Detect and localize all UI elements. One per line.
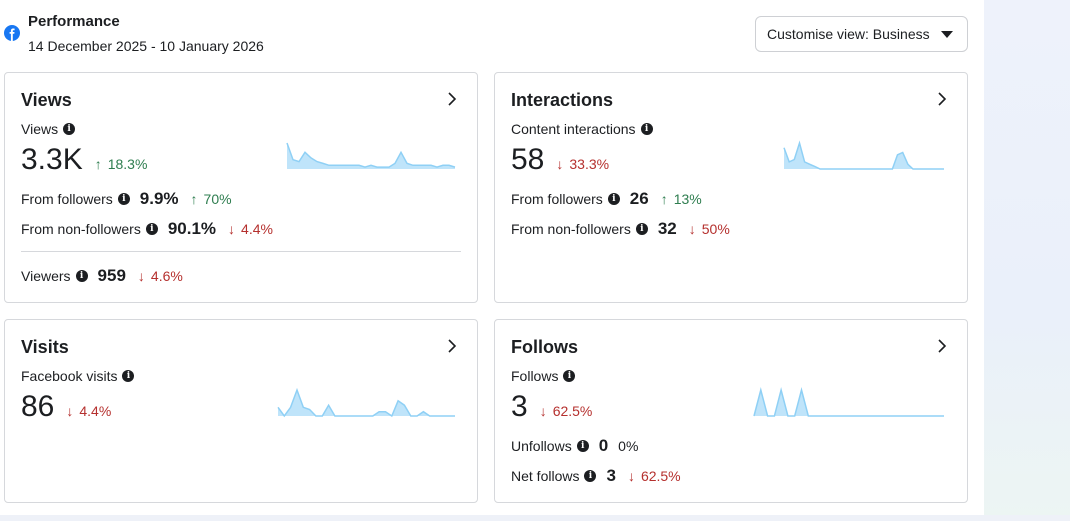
views-sparkline [286, 142, 456, 169]
chevron-right-icon[interactable] [445, 92, 459, 106]
info-icon[interactable]: i [607, 193, 620, 205]
views-card-title: Views [21, 90, 72, 110]
follows-card-title: Follows [511, 337, 578, 357]
arrow-up-icon: ↑ [94, 156, 102, 172]
info-icon[interactable]: i [75, 270, 88, 282]
views-card: Views Views i 3.3K ↑ 18.3% From followers… [4, 72, 478, 303]
sparkline-area [754, 390, 944, 416]
sparkline-line [286, 142, 456, 168]
interactions-value: 58 ↓ 33.3% [511, 143, 610, 176]
interactions-metric-label: Content interactions i [511, 121, 653, 137]
sparkline-line [277, 387, 455, 418]
info-icon[interactable]: i [584, 470, 597, 482]
arrow-down-icon: ↓ [539, 403, 547, 419]
sparkline-area [278, 390, 455, 416]
info-icon[interactable]: i [122, 370, 135, 382]
views-from-followers-row: From followers i 9.9% ↑ 70% [21, 189, 232, 208]
interactions-card-title: Interactions [511, 90, 614, 110]
interactions-from-followers-row: From followers i 26 ↑ 13% [511, 189, 702, 208]
viewers-row: Viewers i 959 ↓ 4.6% [21, 266, 183, 285]
unfollows-row: Unfollows i 0 0% [511, 436, 639, 455]
arrow-down-icon: ↓ [137, 268, 145, 284]
chevron-right-icon[interactable] [935, 92, 949, 106]
arrow-down-icon: ↓ [688, 221, 696, 237]
views-value: 3.3K ↑ 18.3% [21, 143, 148, 176]
interactions-change: ↓ 33.3% [556, 156, 610, 172]
net-follows-row: Net follows i 3 ↓ 62.5% [511, 466, 681, 485]
visits-sparkline [277, 387, 455, 418]
info-icon[interactable]: i [63, 123, 76, 135]
page-background-right [984, 0, 1070, 521]
info-icon[interactable]: i [117, 193, 130, 205]
customise-view-label: Customise view: Business [767, 26, 930, 42]
arrow-down-icon: ↓ [556, 156, 564, 172]
visits-card-title: Visits [21, 337, 69, 357]
chevron-right-icon[interactable] [935, 339, 949, 353]
page-background-bottom [0, 515, 1070, 521]
divider [21, 251, 461, 252]
sparkline-line [783, 140, 944, 170]
follows-change: ↓ 62.5% [539, 403, 593, 419]
caret-down-icon [941, 31, 953, 38]
sparkline-area [287, 143, 455, 169]
sparkline-area [784, 143, 944, 169]
interactions-from-non-followers-row: From non-followers i 32 ↓ 50% [511, 219, 730, 238]
arrow-down-icon: ↓ [627, 468, 635, 484]
interactions-card: Interactions Content interactions i 58 ↓… [494, 72, 968, 303]
arrow-up-icon: ↑ [190, 191, 198, 207]
visits-value: 86 ↓ 4.4% [21, 390, 112, 423]
views-change: ↑ 18.3% [94, 156, 148, 172]
arrow-up-icon: ↑ [660, 191, 668, 207]
info-icon[interactable]: i [563, 370, 576, 382]
follows-sparkline [753, 387, 944, 417]
visits-card: Visits Facebook visits i 86 ↓ 4.4% [4, 319, 478, 503]
sparkline-line [753, 387, 944, 417]
visits-metric-label: Facebook visits i [21, 368, 135, 384]
follows-metric-label: Follows i [511, 368, 576, 384]
date-range: 14 December 2025 - 10 January 2026 [28, 38, 264, 54]
arrow-down-icon: ↓ [228, 221, 236, 237]
views-metric-label: Views i [21, 121, 76, 137]
info-icon[interactable]: i [576, 440, 589, 452]
follows-value: 3 ↓ 62.5% [511, 390, 593, 423]
arrow-down-icon: ↓ [66, 403, 74, 419]
page-title: Performance [28, 13, 120, 30]
visits-change: ↓ 4.4% [66, 403, 112, 419]
views-from-non-followers-row: From non-followers i 90.1% ↓ 4.4% [21, 219, 273, 238]
customise-view-dropdown[interactable]: Customise view: Business [755, 16, 968, 52]
info-icon[interactable]: i [640, 123, 653, 135]
info-icon[interactable]: i [635, 223, 648, 235]
facebook-icon [4, 25, 20, 41]
interactions-sparkline [783, 140, 944, 170]
performance-header: Performance 14 December 2025 - 10 Januar… [0, 0, 984, 70]
follows-card: Follows Follows i 3 ↓ 62.5% Unfollows i 0… [494, 319, 968, 503]
info-icon[interactable]: i [145, 223, 158, 235]
chevron-right-icon[interactable] [445, 339, 459, 353]
